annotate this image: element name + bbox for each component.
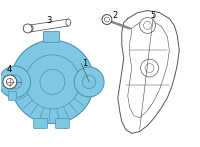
Text: 2: 2: [112, 11, 117, 20]
Text: 4: 4: [6, 65, 11, 74]
Circle shape: [40, 69, 65, 94]
FancyBboxPatch shape: [44, 31, 59, 42]
Circle shape: [0, 66, 31, 98]
FancyBboxPatch shape: [8, 91, 16, 100]
Circle shape: [3, 75, 17, 89]
Circle shape: [8, 75, 22, 89]
Circle shape: [11, 40, 94, 123]
Ellipse shape: [66, 19, 71, 26]
Text: 1: 1: [83, 59, 88, 68]
Circle shape: [140, 17, 155, 33]
Polygon shape: [31, 19, 68, 32]
Ellipse shape: [28, 25, 33, 32]
Circle shape: [82, 75, 96, 89]
Circle shape: [102, 15, 112, 24]
FancyBboxPatch shape: [55, 119, 69, 128]
Circle shape: [23, 24, 32, 33]
Circle shape: [141, 59, 158, 77]
Text: 5: 5: [151, 11, 156, 20]
Text: 3: 3: [47, 16, 52, 25]
Circle shape: [74, 67, 104, 97]
FancyBboxPatch shape: [34, 119, 48, 128]
